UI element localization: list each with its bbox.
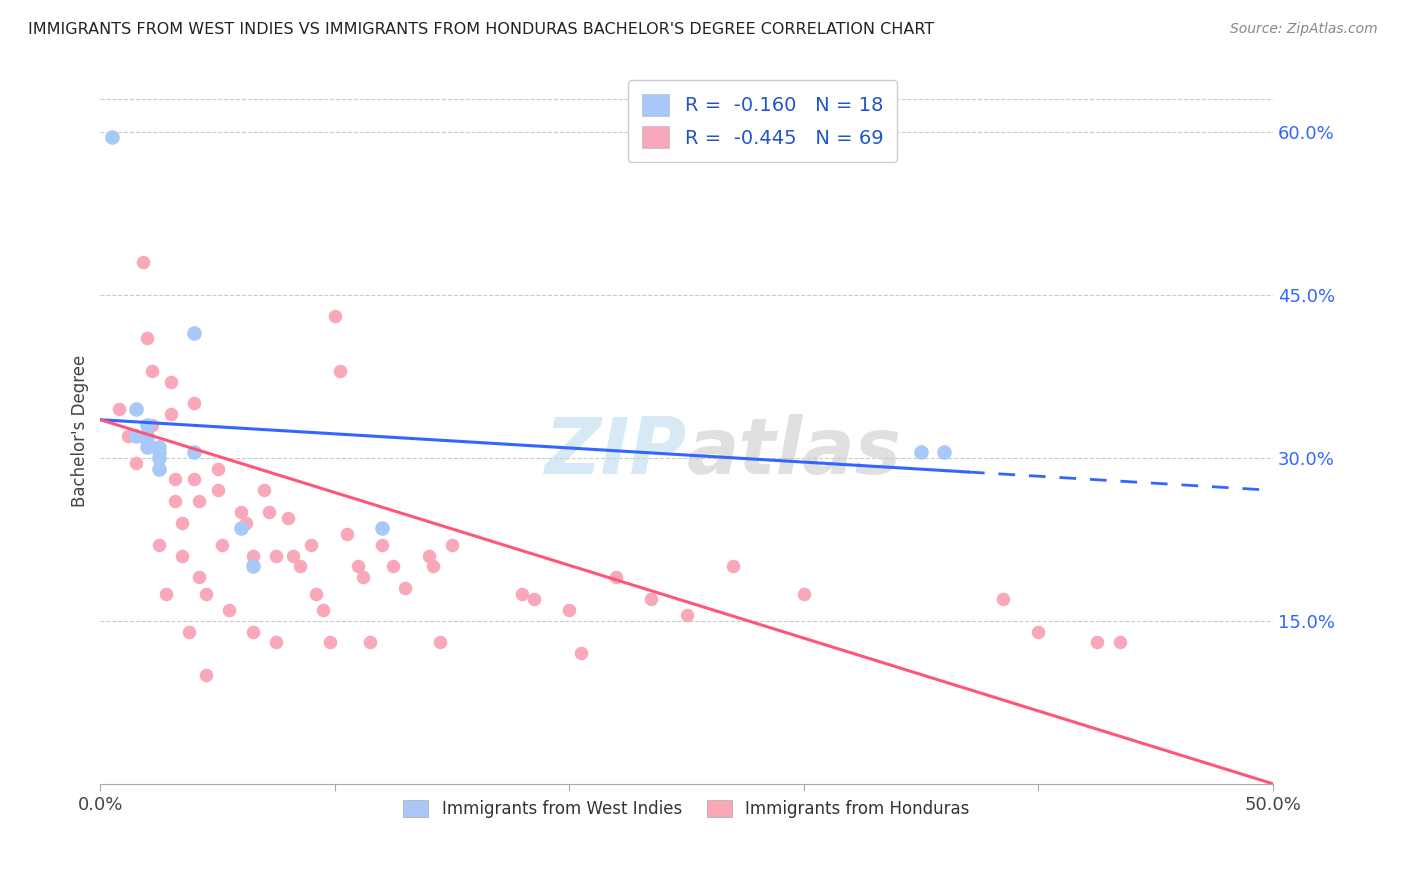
Point [429, 635, 451, 649]
Point [183, 396, 205, 410]
Point [312, 603, 335, 617]
Point [418, 549, 440, 563]
Point [1026, 624, 1049, 639]
Point [148, 445, 170, 459]
Point [136, 331, 159, 345]
Point [211, 538, 233, 552]
Point [558, 603, 581, 617]
Point [148, 461, 170, 475]
Point [299, 538, 322, 552]
Point [183, 326, 205, 340]
Point [229, 505, 252, 519]
Point [136, 418, 159, 433]
Point [512, 586, 534, 600]
Point [148, 450, 170, 465]
Point [159, 407, 181, 421]
Point [165, 494, 187, 508]
Point [101, 130, 124, 145]
Text: Source: ZipAtlas.com: Source: ZipAtlas.com [1230, 22, 1378, 37]
Point [569, 646, 592, 660]
Point [155, 586, 177, 600]
Point [131, 255, 153, 269]
Point [1109, 635, 1132, 649]
Point [264, 549, 287, 563]
Text: ZIP: ZIP [544, 414, 686, 490]
Point [242, 624, 264, 639]
Point [183, 473, 205, 487]
Point [179, 624, 201, 639]
Point [264, 635, 287, 649]
Point [117, 429, 139, 443]
Point [359, 635, 381, 649]
Point [242, 559, 264, 574]
Point [148, 461, 170, 475]
Point [218, 603, 240, 617]
Point [124, 456, 146, 470]
Legend: Immigrants from West Indies, Immigrants from Honduras: Immigrants from West Indies, Immigrants … [396, 793, 976, 825]
Point [422, 559, 444, 574]
Point [441, 538, 464, 552]
Point [194, 668, 217, 682]
Point [253, 483, 276, 498]
Point [124, 401, 146, 416]
Point [141, 418, 163, 433]
Point [371, 538, 394, 552]
Point [793, 586, 815, 600]
Point [910, 445, 932, 459]
Point [1085, 635, 1108, 649]
Point [136, 434, 159, 449]
Point [148, 538, 170, 552]
Point [124, 429, 146, 443]
Point [640, 592, 662, 607]
Point [194, 586, 217, 600]
Point [347, 559, 370, 574]
Point [723, 559, 745, 574]
Point [305, 586, 328, 600]
Point [229, 521, 252, 535]
Point [319, 635, 342, 649]
Text: atlas: atlas [686, 414, 901, 490]
Point [172, 549, 194, 563]
Point [277, 510, 299, 524]
Point [172, 516, 194, 530]
Point [328, 364, 350, 378]
Point [242, 549, 264, 563]
Y-axis label: Bachelor's Degree: Bachelor's Degree [72, 354, 89, 507]
Point [371, 521, 394, 535]
Point [148, 440, 170, 454]
Point [187, 494, 209, 508]
Point [207, 483, 229, 498]
Point [523, 592, 546, 607]
Point [235, 516, 257, 530]
Point [136, 440, 159, 454]
Point [148, 450, 170, 465]
Point [281, 549, 304, 563]
Point [257, 505, 280, 519]
Point [934, 445, 956, 459]
Point [288, 559, 311, 574]
Point [605, 570, 627, 584]
Point [352, 570, 374, 584]
Point [675, 608, 697, 623]
Point [991, 592, 1014, 607]
Point [207, 461, 229, 475]
Point [187, 570, 209, 584]
Point [136, 429, 159, 443]
Point [335, 526, 357, 541]
Point [323, 310, 346, 324]
Point [394, 581, 416, 595]
Point [183, 445, 205, 459]
Point [159, 375, 181, 389]
Point [165, 473, 187, 487]
Point [382, 559, 405, 574]
Text: IMMIGRANTS FROM WEST INDIES VS IMMIGRANTS FROM HONDURAS BACHELOR'S DEGREE CORREL: IMMIGRANTS FROM WEST INDIES VS IMMIGRANT… [28, 22, 935, 37]
Point [141, 364, 163, 378]
Point [108, 401, 131, 416]
